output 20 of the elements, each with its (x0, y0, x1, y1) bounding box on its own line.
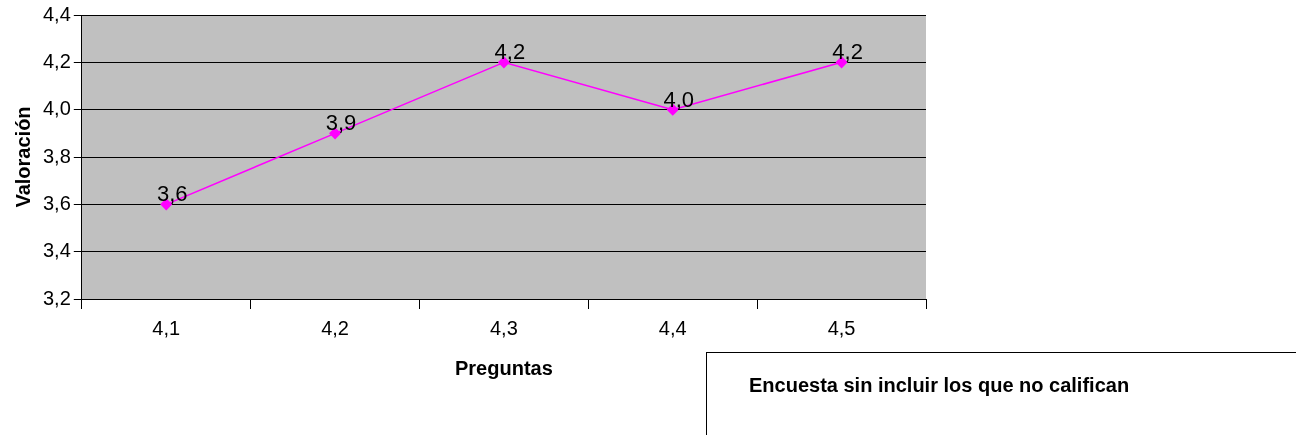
x-tick-label: 4,2 (321, 316, 349, 339)
text: Encuesta sin incluir los que no califican (706, 352, 1296, 435)
y-tick-label: 4,0 (42, 97, 71, 120)
x-axis-title: Preguntas (455, 356, 553, 379)
y-axis-title: Valoración (11, 106, 34, 208)
y-tick-label: 3,6 (42, 191, 71, 214)
x-tick-label: 4,5 (827, 316, 856, 339)
data-label: 3,9 (325, 110, 357, 136)
y-tick-label: 3,4 (42, 239, 71, 262)
data-label: 4,0 (663, 86, 695, 112)
y-tick-label: 3,2 (42, 286, 71, 309)
y-tick-label: 3,8 (42, 144, 71, 167)
data-label: 4,2 (832, 39, 863, 65)
x-tick-label: 4,3 (490, 316, 518, 339)
y-tick-label: 4,2 (42, 49, 71, 72)
x-tick-label: 4,1 (152, 316, 181, 339)
data-label: 4,2 (494, 39, 526, 65)
y-tick-label: 4,4 (42, 2, 71, 25)
x-tick-label: 4,4 (658, 316, 687, 339)
data-label: 3,6 (156, 181, 188, 207)
